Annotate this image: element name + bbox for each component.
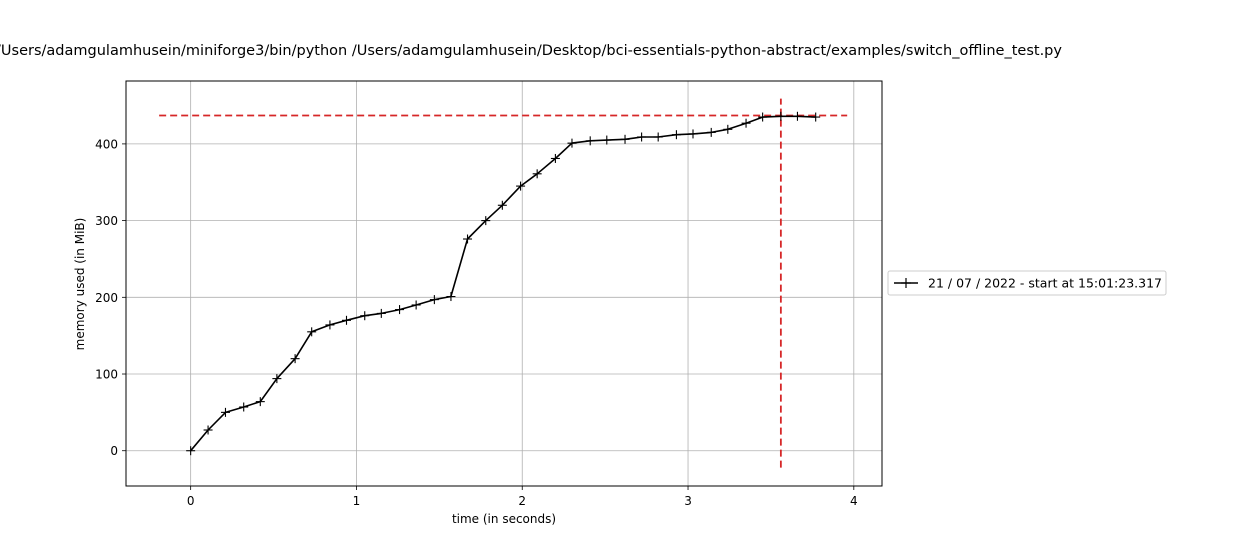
y-tick-label: 200 bbox=[95, 291, 118, 305]
y-tick-label: 0 bbox=[110, 444, 118, 458]
data-point bbox=[637, 132, 647, 142]
data-point bbox=[585, 136, 595, 146]
data-point bbox=[811, 112, 821, 122]
x-axis-label: time (in seconds) bbox=[452, 512, 556, 526]
data-point bbox=[186, 446, 196, 456]
data-point bbox=[203, 425, 213, 435]
data-point bbox=[723, 124, 733, 134]
data-point bbox=[567, 138, 577, 148]
annotations bbox=[159, 98, 848, 468]
data-point bbox=[602, 135, 612, 145]
data-point bbox=[776, 111, 786, 121]
x-tick-label: 0 bbox=[187, 494, 195, 508]
grid bbox=[126, 81, 882, 486]
data-point bbox=[532, 169, 542, 179]
data-point bbox=[706, 127, 716, 137]
data-point bbox=[688, 129, 698, 139]
legend-box bbox=[887, 270, 1167, 296]
chart-title: /Users/adamgulamhusein/miniforge3/bin/py… bbox=[0, 43, 1062, 59]
series-line bbox=[190, 115, 816, 452]
x-tick-label: 4 bbox=[850, 494, 858, 508]
y-tick-label: 100 bbox=[95, 368, 118, 382]
data-point bbox=[620, 134, 630, 144]
data-point bbox=[342, 315, 351, 325]
series-layer bbox=[186, 111, 821, 456]
data-point bbox=[550, 153, 560, 163]
data-point bbox=[325, 320, 335, 330]
data-point bbox=[307, 327, 317, 337]
data-point bbox=[376, 308, 386, 318]
data-point bbox=[429, 295, 439, 305]
data-point bbox=[741, 118, 751, 128]
legend: 21 / 07 / 2022 - start at 15:01:23.317 bbox=[887, 270, 1167, 296]
plot-frame bbox=[125, 80, 883, 487]
data-point bbox=[255, 397, 265, 407]
data-point bbox=[290, 354, 300, 364]
data-point bbox=[516, 181, 526, 191]
data-point bbox=[463, 234, 473, 244]
y-tick-label: 300 bbox=[95, 214, 118, 228]
data-point bbox=[446, 292, 456, 302]
x-tick-label: 2 bbox=[518, 494, 526, 508]
data-point bbox=[792, 111, 802, 121]
legend-label: 21 / 07 / 2022 - start at 15:01:23.317 bbox=[928, 276, 1162, 291]
x-tick-label: 1 bbox=[353, 494, 361, 508]
data-point bbox=[497, 200, 507, 210]
data-point bbox=[411, 300, 421, 310]
data-point bbox=[360, 311, 370, 321]
legend-marker bbox=[901, 278, 911, 288]
data-point bbox=[220, 407, 230, 417]
data-point bbox=[653, 132, 663, 142]
data-point bbox=[758, 112, 768, 122]
data-point bbox=[272, 374, 282, 384]
x-tick-label: 3 bbox=[684, 494, 692, 508]
axis-ticks: 0 1 2 3 4 0 100 200 300 400 bbox=[95, 137, 858, 508]
y-axis-label: memory used (in MiB) bbox=[73, 218, 87, 351]
data-point bbox=[395, 305, 405, 315]
y-tick-label: 400 bbox=[95, 137, 118, 151]
data-point bbox=[239, 402, 249, 412]
data-point bbox=[481, 216, 491, 226]
data-point bbox=[671, 130, 681, 140]
